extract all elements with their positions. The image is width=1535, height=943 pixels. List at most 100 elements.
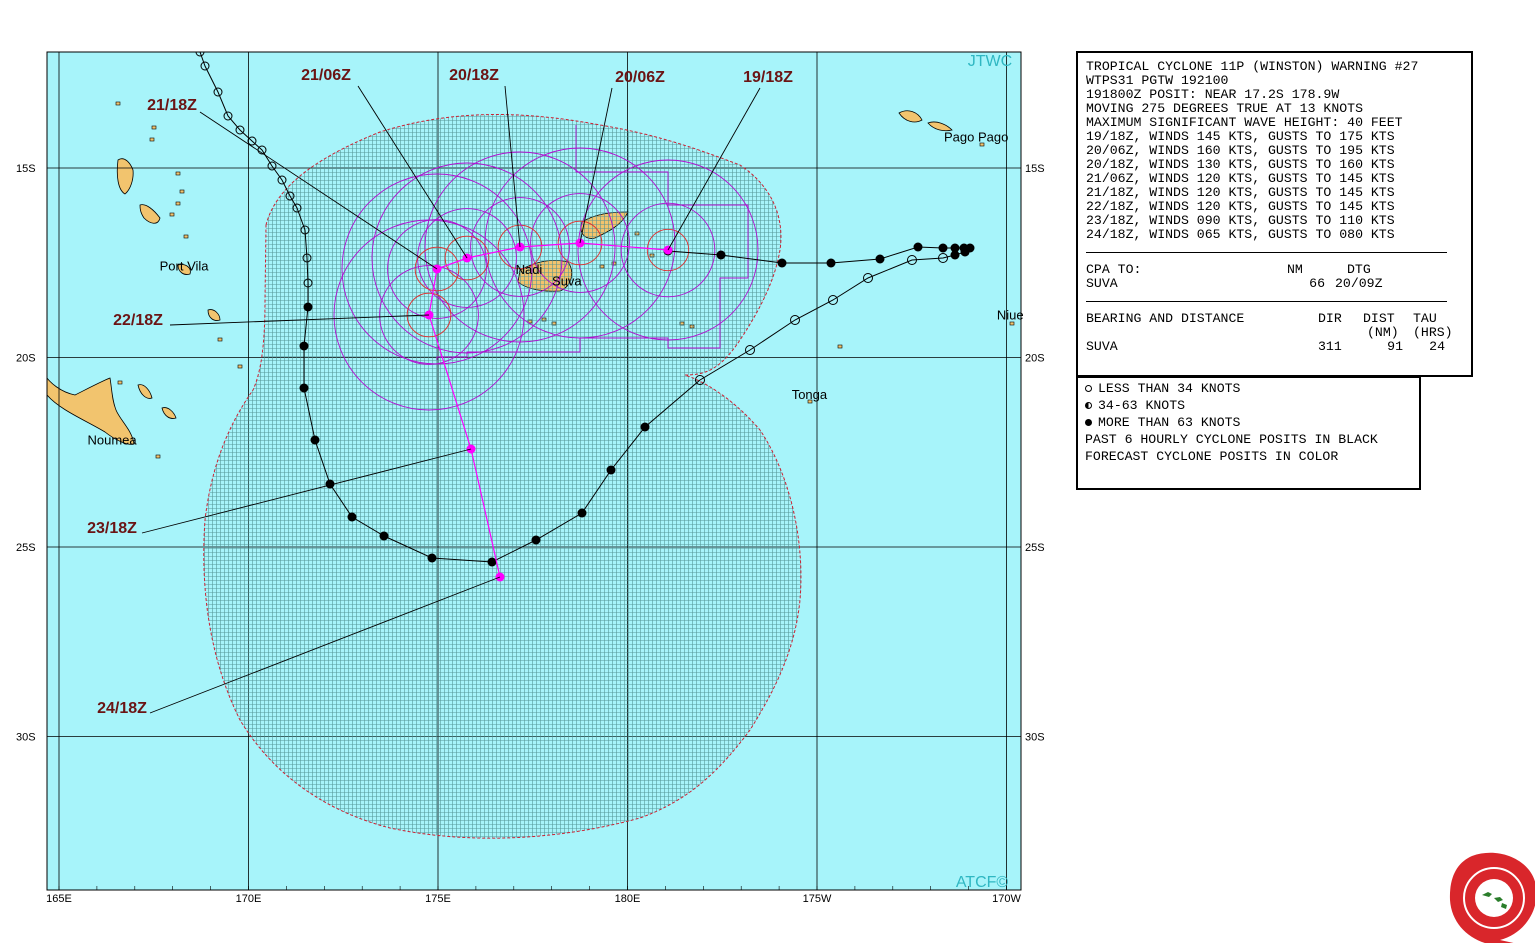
legend-34-63: 34-63 KNOTS [1098, 397, 1186, 413]
place-label: Nadi [516, 262, 543, 277]
legend-gt63: MORE THAN 63 KNOTS [1098, 414, 1241, 430]
past-posit-34-63 [828, 295, 838, 305]
lat-tick-label: 25S [16, 542, 36, 554]
legend-forecast: FORECAST CYCLONE POSITS IN COLOR [1085, 448, 1339, 464]
forecast-label-leader [504, 85, 521, 248]
past-posit-gt63 [487, 557, 497, 567]
lat-tick-label: 30S [1025, 732, 1045, 744]
forecast-label-leader [149, 576, 501, 714]
small-island [155, 454, 161, 459]
small-island [183, 234, 189, 239]
warning-line: 191800Z POSIT: NEAR 17.2S 178.9W [1086, 87, 1340, 102]
filled-circle-icon [1085, 419, 1092, 426]
past-posit-gt63 [826, 258, 836, 268]
place-label: Suva [552, 273, 582, 288]
past-posit-gt63 [427, 553, 437, 563]
past-posit-gt63 [950, 250, 960, 260]
place-label: Port Vila [160, 258, 210, 273]
warning-line: MOVING 275 DEGREES TRUE AT 13 KNOTS [1086, 101, 1363, 116]
past-posit-lt34 [195, 52, 205, 57]
past-posit-lt34 [223, 111, 233, 121]
warning-line: WTPS31 PGTW 192100 [1086, 73, 1229, 88]
forecast-time-label: 20/06Z [615, 69, 665, 86]
small-island [807, 399, 813, 404]
past-posit-gt63 [959, 243, 969, 253]
bearing-label: BEARING AND DISTANCE [1086, 311, 1245, 326]
forecast-label-leader [357, 85, 468, 259]
past-posit-gt63 [299, 341, 309, 351]
past-posit-gt63 [325, 479, 335, 489]
atcf-label: ATCF© [956, 874, 1009, 891]
small-island [179, 189, 185, 194]
landmass [927, 121, 953, 132]
past-posit-gt63 [577, 508, 587, 518]
past-posit-lt34 [292, 203, 302, 213]
forecast-time-label: 20/18Z [449, 67, 499, 84]
forecast-label-leader [199, 111, 438, 270]
wind-radius-64kt [497, 224, 543, 270]
danger-area [203, 114, 802, 839]
lat-tick-label: 20S [1025, 353, 1045, 365]
warning-line: TROPICAL CYCLONE 11P (WINSTON) WARNING #… [1086, 59, 1419, 74]
small-island [149, 137, 155, 142]
past-posit-gt63 [299, 383, 309, 393]
past-posit-lt34 [213, 87, 223, 97]
past-posit-gt63 [606, 465, 616, 475]
bearing-dir: 311 [1318, 339, 1342, 354]
past-posit-lt34 [302, 253, 312, 263]
warning-line: MAXIMUM SIGNIFICANT WAVE HEIGHT: 40 FEET [1086, 115, 1403, 130]
cpa-nm: 66 [1309, 276, 1325, 291]
forecast-label-leader [141, 448, 472, 534]
bearing-place: SUVA [1086, 339, 1118, 354]
legend-lt34: LESS THAN 34 KNOTS [1098, 380, 1241, 396]
bearing-tau-header: TAU [1413, 311, 1437, 326]
forecast-label-leader [667, 87, 761, 251]
past-posit-gt63 [531, 535, 541, 545]
past-posit-gt63 [716, 250, 726, 260]
wind-radius-50kt [470, 197, 570, 297]
wind-radius-50kt [530, 193, 630, 293]
legend-past: PAST 6 HOURLY CYCLONE POSITS IN BLACK [1085, 431, 1378, 447]
past-posit-34-63 [790, 315, 800, 325]
forecast-label-leader [169, 314, 430, 326]
lon-tick-label: 175W [803, 893, 832, 905]
past-posit-lt34 [235, 125, 245, 135]
lon-tick-label: 180E [615, 893, 641, 905]
wind-radius-64kt [406, 292, 452, 338]
past-posit-lt34 [303, 278, 313, 288]
place-label: Niue [997, 308, 1024, 323]
past-posit-34-63 [695, 375, 705, 385]
past-posit-gt63 [950, 243, 960, 253]
lat-tick-label: 30S [16, 732, 36, 744]
landmass [177, 264, 191, 275]
place-label: Tonga [792, 387, 828, 402]
cpa-dtg: 20/09Z [1335, 276, 1383, 291]
past-posit-gt63 [875, 254, 885, 264]
bearing-dist-header: DIST [1363, 311, 1395, 326]
lat-tick-label: 25S [1025, 542, 1045, 554]
warning-line: 20/18Z, WINDS 130 KTS, GUSTS TO 160 KTS [1086, 157, 1395, 172]
small-island [169, 212, 175, 217]
wind-radius-64kt [414, 246, 460, 292]
forecast-time-label: 24/18Z [97, 700, 147, 717]
past-posit-gt63 [777, 258, 787, 268]
past-posit-gt63 [379, 531, 389, 541]
warning-panel: TROPICAL CYCLONE 11P (WINSTON) WARNING #… [1076, 51, 1473, 377]
lat-tick-label: 15S [1025, 163, 1045, 175]
cpa-label: CPA TO: [1086, 262, 1142, 277]
past-posit-lt34 [300, 225, 310, 235]
bearing-tau: 24 [1429, 339, 1445, 354]
small-island [1009, 321, 1015, 326]
past-posit-lt34 [200, 61, 210, 71]
landmass [161, 407, 177, 419]
bearing-nm-header: (NM) [1367, 325, 1399, 340]
warning-line: 19/18Z, WINDS 145 KTS, GUSTS TO 175 KTS [1086, 129, 1395, 144]
bearing-dist: 91 [1387, 339, 1403, 354]
wind-radius-64kt [444, 235, 490, 281]
past-posit-34-63 [907, 255, 917, 265]
landmass [47, 377, 135, 445]
forecast-track-line [428, 242, 669, 578]
small-island [151, 125, 157, 130]
landmass [898, 110, 923, 123]
